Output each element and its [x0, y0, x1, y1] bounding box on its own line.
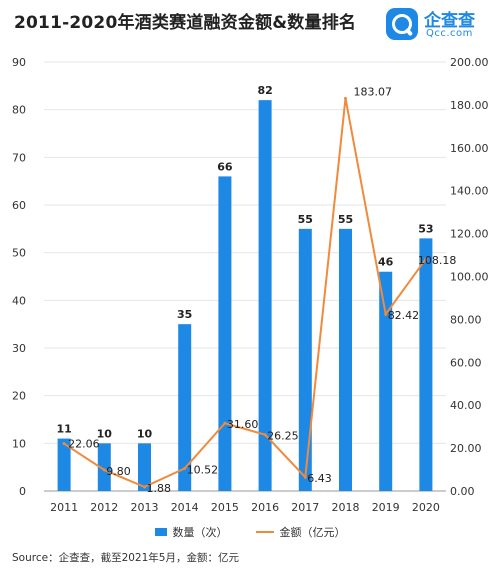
x-tick-label: 2020 — [412, 501, 440, 514]
bar — [218, 176, 232, 491]
y-right-tick-label: 20.00 — [450, 442, 482, 455]
x-tick-label: 2015 — [211, 501, 239, 514]
line-point — [424, 257, 428, 261]
amount-line — [63, 98, 427, 489]
legend-item-count: 数量（次） — [154, 524, 228, 540]
bar — [258, 100, 272, 491]
source-note: Source：企查查，截至2021年5月，金额：亿元 — [12, 552, 239, 564]
x-tick-label: 2019 — [372, 501, 400, 514]
line-value-label: 26.25 — [267, 430, 299, 443]
y-left-tick-label: 50 — [12, 247, 26, 260]
legend-line-swatch — [255, 531, 274, 533]
y-left-tick-label: 70 — [12, 151, 26, 164]
line-value-label: 183.07 — [354, 85, 393, 98]
line-value-label: 31.60 — [227, 418, 259, 431]
chart-title: 2011-2020年酒类赛道融资金额&数量排名 — [14, 13, 357, 33]
line-value-label: 22.06 — [68, 438, 100, 451]
logo-text-cn: 企查查 — [424, 11, 475, 31]
qcc-logo: 企查查 Qcc.com — [386, 4, 490, 44]
y-right-tick-label: 100.00 — [450, 271, 489, 284]
legend-bar-swatch — [154, 528, 167, 536]
y-left-tick-label: 0 — [19, 485, 26, 498]
bar — [419, 238, 433, 491]
y-left-tick-label: 80 — [12, 104, 26, 117]
bar-value-label: 11 — [56, 423, 71, 436]
line-value-label: 82.42 — [388, 309, 420, 322]
y-right-tick-label: 160.00 — [450, 142, 489, 155]
line-point — [303, 475, 307, 479]
bar — [379, 271, 393, 491]
legend-item-amount: 金额（亿元） — [255, 524, 346, 540]
bar — [97, 443, 111, 491]
bar-value-label: 10 — [137, 427, 153, 440]
y-right-tick-label: 60.00 — [450, 356, 482, 369]
y-right-tick-label: 80.00 — [450, 313, 482, 326]
line-value-label: 108.18 — [418, 254, 457, 267]
y-left-tick-label: 60 — [12, 199, 26, 212]
y-right-tick-label: 40.00 — [450, 399, 482, 412]
bar-value-label: 55 — [298, 213, 313, 226]
y-left-tick-label: 30 — [12, 342, 26, 355]
bar-value-label: 55 — [338, 213, 353, 226]
x-tick-label: 2018 — [332, 501, 360, 514]
line-point — [263, 433, 267, 437]
bar — [298, 228, 312, 492]
bar — [339, 228, 352, 492]
y-right-tick-label: 0.00 — [450, 485, 475, 498]
y-left-tick-label: 20 — [12, 390, 26, 403]
y-left-tick-label: 10 — [12, 437, 26, 450]
logo-text-en: Qcc.com — [426, 28, 473, 39]
legend-label-count: 数量（次） — [172, 526, 228, 539]
x-tick-label: 2013 — [131, 501, 159, 514]
y-right-tick-label: 180.00 — [450, 99, 489, 112]
bar-value-label: 46 — [378, 256, 394, 269]
bar-value-label: 35 — [177, 308, 192, 321]
x-tick-label: 2011 — [50, 501, 78, 514]
qcc-logo-icon — [386, 8, 418, 40]
bar-value-label: 82 — [257, 84, 272, 97]
line-value-label: 9.80 — [106, 465, 131, 478]
bar-value-label: 66 — [217, 160, 233, 173]
y-left-tick-label: 90 — [12, 56, 26, 69]
line-point — [223, 421, 227, 425]
y-right-tick-label: 200.00 — [450, 56, 489, 69]
chart-legend: 数量（次） 金额（亿元） — [0, 524, 500, 540]
bar-value-label: 53 — [418, 222, 433, 235]
x-tick-label: 2012 — [90, 501, 118, 514]
x-tick-label: 2016 — [251, 501, 279, 514]
bar — [57, 438, 71, 491]
line-point — [102, 468, 106, 472]
line-point — [384, 312, 388, 316]
legend-label-amount: 金额（亿元） — [279, 526, 346, 539]
line-value-label: 6.43 — [307, 472, 332, 485]
line-point — [183, 466, 187, 470]
bar-value-label: 10 — [97, 427, 113, 440]
line-point — [62, 442, 66, 446]
line-value-label: 1.88 — [147, 482, 172, 495]
y-right-tick-label: 120.00 — [450, 228, 489, 241]
line-point — [344, 96, 347, 100]
line-point — [143, 485, 146, 489]
y-left-tick-label: 40 — [12, 294, 26, 307]
x-tick-label: 2017 — [291, 501, 319, 514]
y-right-tick-label: 140.00 — [450, 185, 489, 198]
x-tick-label: 2014 — [171, 501, 199, 514]
bar — [178, 324, 192, 491]
bar — [138, 443, 151, 491]
line-value-label: 10.52 — [187, 463, 219, 476]
